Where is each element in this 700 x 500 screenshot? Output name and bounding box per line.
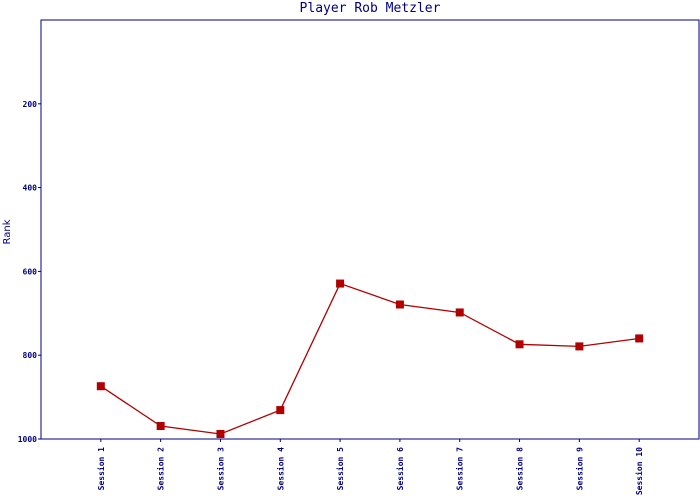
x-tick-label: Session 9 (574, 447, 584, 491)
point-marker (455, 308, 464, 317)
x-tick-label: Session 10 (634, 447, 644, 495)
x-tick-label: Session 5 (335, 447, 345, 491)
y-tick-label: 400 (23, 184, 38, 193)
point-marker (276, 406, 285, 415)
plot-frame (40, 19, 700, 440)
chart-title: Player Rob Metzler (300, 1, 441, 16)
point-marker (635, 334, 644, 343)
point-marker (336, 279, 345, 288)
y-tick-label: 1000 (18, 435, 37, 444)
x-tick-label: Session 1 (96, 447, 106, 491)
y-tick-label: 800 (23, 351, 38, 360)
y-axis-label: Rank (2, 219, 13, 244)
series-line (100, 282, 640, 435)
point-marker (156, 422, 165, 431)
point-marker (575, 342, 584, 351)
x-tick-label: Session 7 (455, 447, 465, 491)
point-marker (515, 340, 524, 349)
x-tick-label: Session 4 (275, 447, 285, 491)
point-marker (96, 382, 105, 391)
x-tick-label: Session 2 (156, 447, 166, 491)
x-tick-label: Session 6 (395, 447, 405, 491)
x-tick-label: Session 3 (215, 447, 225, 491)
y-tick-label: 600 (23, 267, 38, 276)
point-marker (216, 429, 225, 438)
point-marker (395, 300, 404, 309)
y-tick-label: 200 (23, 100, 38, 109)
x-tick-label: Session 8 (515, 447, 525, 491)
